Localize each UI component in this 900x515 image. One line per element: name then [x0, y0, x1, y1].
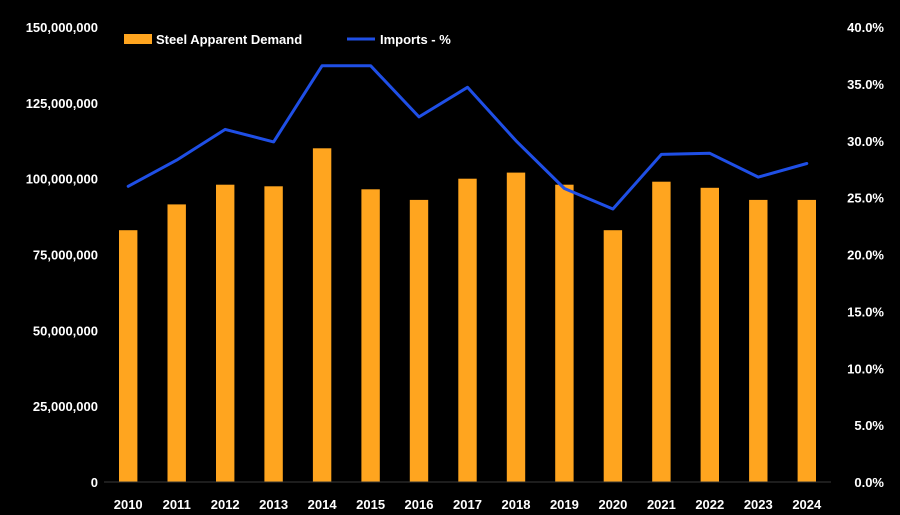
- bar-2014: [312, 148, 332, 483]
- bar-2022: [700, 187, 719, 483]
- bar-2021: [652, 181, 671, 482]
- x-tick-label: 2011: [163, 497, 191, 512]
- bar-2013: [264, 186, 283, 483]
- x-tick-label: 2012: [211, 497, 240, 512]
- bar-2023: [749, 199, 768, 482]
- line-series: [126, 64, 809, 211]
- bar-2016: [409, 199, 429, 482]
- y-right-tick-label: 20.0%: [847, 248, 884, 263]
- legend-label-imports: Imports - %: [380, 32, 451, 47]
- y-left-tick-label: 25,000,000: [33, 399, 98, 414]
- y-left-tick-label: 0: [91, 475, 98, 490]
- y-left-tick-label: 50,000,000: [33, 323, 98, 338]
- y-left-tick-label: 100,000,000: [26, 172, 98, 187]
- x-tick-label: 2015: [356, 497, 385, 512]
- y-right-tick-label: 15.0%: [847, 304, 884, 319]
- x-tick-label: 2014: [308, 497, 338, 512]
- x-tick-label: 2019: [550, 497, 579, 512]
- bar-2015: [361, 189, 380, 483]
- y-right-tick-label: 40.0%: [847, 20, 884, 35]
- y-left-tick-label: 150,000,000: [26, 20, 98, 35]
- y-right-tick-label: 5.0%: [854, 418, 884, 433]
- y-right-tick-label: 10.0%: [847, 361, 884, 376]
- x-tick-label: 2013: [259, 497, 288, 512]
- y-right-tick-label: 35.0%: [847, 77, 884, 92]
- bar-2012: [216, 184, 235, 482]
- legend-label-steel-apparent-demand: Steel Apparent Demand: [156, 32, 302, 47]
- x-tick-label: 2018: [502, 497, 531, 512]
- x-tick-label: 2021: [647, 497, 676, 512]
- bar-2024: [797, 199, 816, 482]
- bar-2019: [555, 184, 574, 482]
- legend-swatch-steel-apparent-demand: [124, 34, 152, 44]
- bar-2017: [458, 178, 477, 482]
- x-tick-label: 2020: [598, 497, 627, 512]
- bar-2010: [119, 230, 138, 482]
- x-tick-label: 2016: [405, 497, 434, 512]
- bar-2020: [603, 230, 623, 482]
- x-tick-label: 2017: [453, 497, 482, 512]
- y-left-tick-label: 75,000,000: [33, 248, 98, 263]
- y-left-tick-label: 125,000,000: [26, 96, 98, 111]
- legend: Steel Apparent Demand Imports - %: [124, 32, 451, 47]
- bar-2011: [167, 204, 186, 482]
- axes: 2010 2011 2012 2013 2014 2015 2016 2017 2018 2019…: [26, 20, 885, 512]
- x-tick-label: 2024: [792, 497, 822, 512]
- y-right-tick-label: 30.0%: [847, 134, 884, 149]
- x-tick-label: 2010: [114, 497, 143, 512]
- bar-series: [119, 148, 816, 483]
- y-right-tick-label: 0.0%: [854, 475, 884, 490]
- x-tick-label: 2023: [744, 497, 773, 512]
- x-tick-label: 2022: [695, 497, 724, 512]
- y-right-tick-label: 25.0%: [847, 191, 884, 206]
- bar-2018: [506, 172, 526, 482]
